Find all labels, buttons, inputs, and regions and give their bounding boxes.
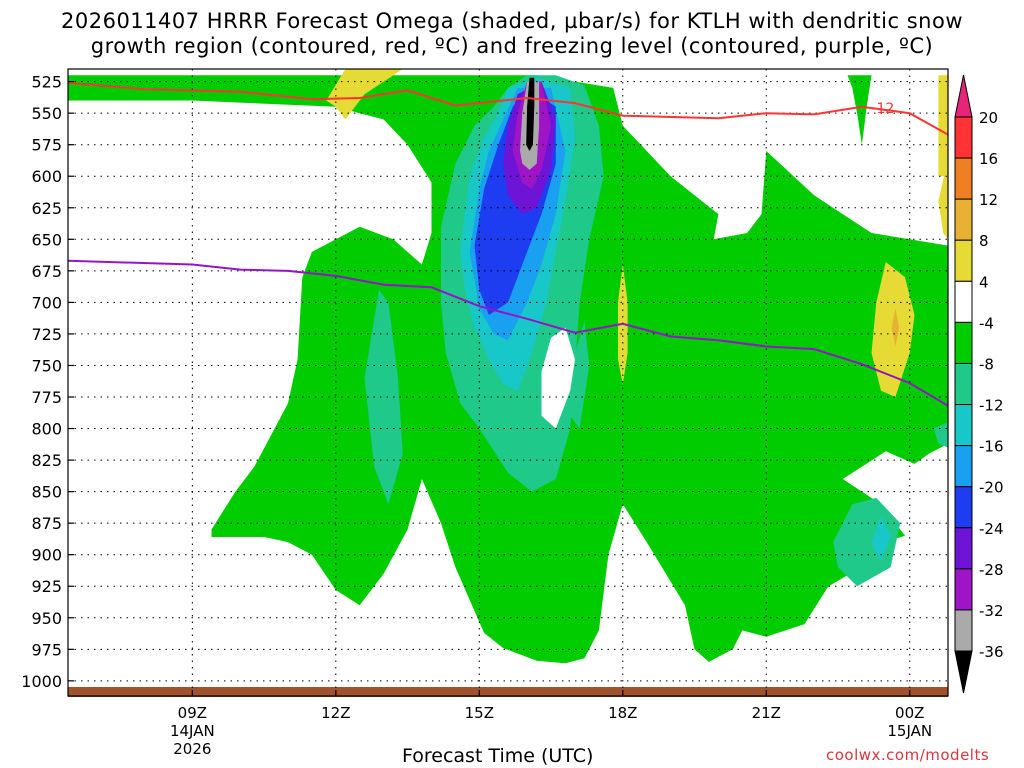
omega-region-11 — [833, 497, 901, 587]
x-tick-label: 18Z — [608, 704, 637, 722]
colorbar-bin — [954, 239, 973, 282]
colorbar-bin — [954, 445, 973, 488]
y-tick-label: 550 — [31, 104, 62, 123]
x-tick-label: 21Z — [752, 704, 781, 722]
colorbar-label: -24 — [979, 520, 1004, 538]
colorbar-label: -20 — [979, 479, 1004, 497]
y-tick-label: 750 — [31, 356, 62, 375]
colorbar-label: -16 — [979, 438, 1004, 456]
colorbar-bin — [954, 362, 973, 406]
colorbar-label: -12 — [979, 397, 1004, 415]
omega-region-9 — [364, 289, 403, 505]
x-tick-label: 12Z — [321, 704, 350, 722]
colorbar-below-arrow — [954, 650, 973, 694]
chart-title-line1: 2026011407 HRRR Forecast Omega (shaded, … — [61, 9, 963, 33]
y-tick-label: 725 — [31, 325, 62, 344]
contour-lines: -12 — [68, 81, 948, 407]
x-tick-date: 15JAN — [887, 722, 932, 740]
omega-region-12 — [871, 516, 891, 561]
colorbar-bin — [954, 609, 973, 652]
y-tick-label: 950 — [31, 609, 62, 628]
y-tick-label: 625 — [31, 199, 62, 218]
x-tick-year: 2026 — [173, 740, 211, 758]
omega-region-18 — [891, 308, 900, 347]
colorbar-bin — [954, 280, 973, 323]
contour-line-0 — [68, 81, 948, 136]
y-tick-label: 825 — [31, 451, 62, 470]
colorbar-label: -36 — [979, 643, 1004, 661]
y-tick-label: 575 — [31, 136, 62, 155]
colorbar-above-arrow — [954, 74, 973, 118]
y-tick-label: 875 — [31, 514, 62, 533]
omega-shading — [68, 69, 948, 664]
chart-title-line2: growth region (contoured, red, ºC) and f… — [90, 34, 934, 58]
colorbar-label: -8 — [979, 355, 994, 373]
colorbar-label: 8 — [979, 232, 989, 250]
omega-region-15 — [326, 69, 403, 120]
y-tick-label: 675 — [31, 262, 62, 281]
colorbar-bin — [954, 321, 973, 364]
omega-region-14 — [541, 327, 575, 429]
y-axis: 525 550 575 600 625 650 675 700 725 750 775 800 825 8… — [21, 73, 74, 691]
y-tick-label: 925 — [31, 577, 62, 596]
omega-region-13 — [933, 422, 948, 448]
colorbar-bin — [954, 568, 973, 611]
colorbar-bin — [954, 157, 973, 200]
x-tick-label: 09Z — [178, 704, 207, 722]
colorbar-label: 4 — [979, 273, 989, 291]
ground-surface — [68, 687, 948, 697]
omega-region-19 — [938, 157, 948, 240]
omega-region-21 — [847, 75, 872, 145]
omega-region-8 — [526, 77, 535, 151]
y-tick-label: 700 — [31, 293, 62, 312]
omega-region-10 — [570, 321, 590, 429]
colorbar-bin — [954, 116, 973, 159]
colorbar-bin — [954, 198, 973, 241]
y-tick-label: 600 — [31, 167, 62, 186]
x-tick-label: 15Z — [465, 704, 494, 722]
y-tick-label: 525 — [31, 73, 62, 92]
colorbar-label: 20 — [979, 109, 998, 127]
y-tick-label: 650 — [31, 230, 62, 249]
y-tick-label: 975 — [31, 640, 62, 659]
x-axis-title: Forecast Time (UTC) — [402, 745, 594, 767]
credit-text: coolwx.com/modelts — [826, 746, 990, 764]
contour-line-1 — [68, 259, 948, 407]
x-tick-date: 14JAN — [170, 722, 215, 740]
colorbar-label: 12 — [979, 191, 998, 209]
colorbar-label: 16 — [979, 150, 998, 168]
plot-frame — [67, 68, 949, 697]
contour-label: -12 — [871, 101, 894, 117]
colorbar-bin — [954, 527, 973, 570]
colorbar-label: -4 — [979, 314, 994, 332]
colorbar-label: -32 — [979, 602, 1004, 620]
colorbar: 20 16 12 8 4 -4 -8 -12 -16 -20 -24 -28 -32 -36 — [954, 74, 1004, 694]
colorbar-bin — [954, 404, 973, 447]
y-tick-label: 900 — [31, 546, 62, 565]
y-tick-label: 1000 — [21, 672, 62, 691]
y-tick-label: 800 — [31, 420, 62, 439]
colorbar-bin — [954, 486, 973, 529]
y-tick-label: 775 — [31, 388, 62, 407]
colorbar-label: -28 — [979, 561, 1004, 579]
omega-region-20 — [938, 75, 948, 177]
x-tick-label: 00Z — [895, 704, 924, 722]
y-tick-label: 850 — [31, 483, 62, 502]
